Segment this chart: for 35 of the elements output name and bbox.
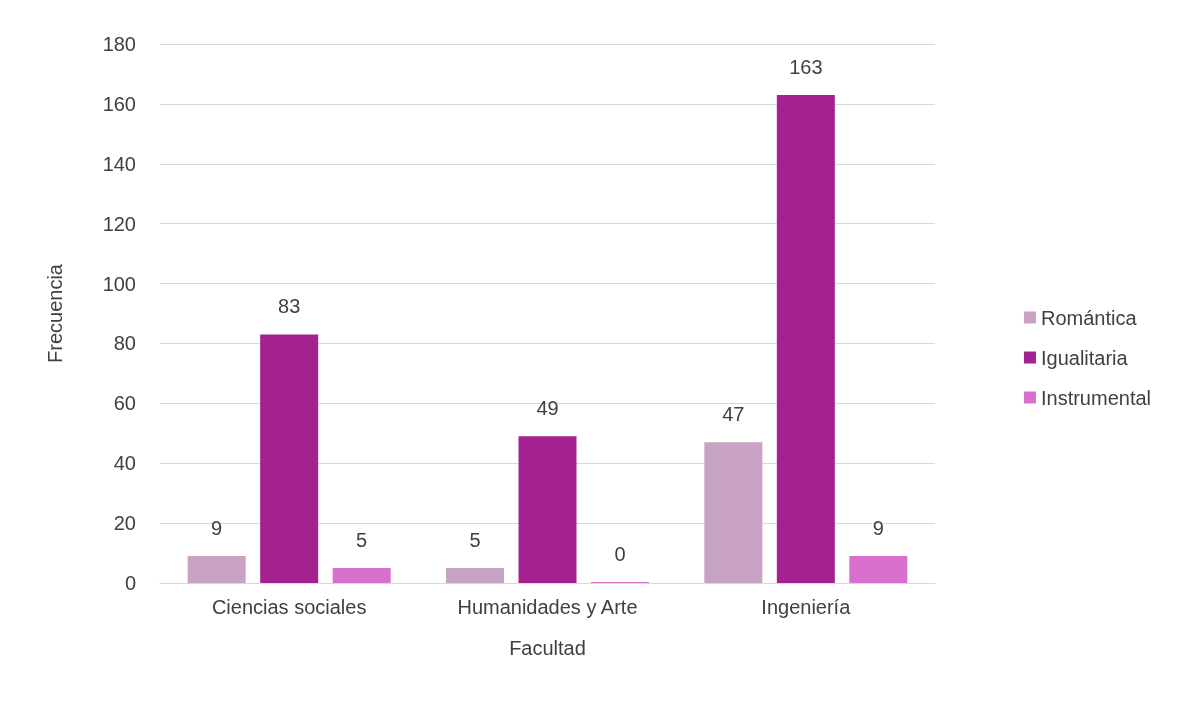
x-axis-title: Facultad xyxy=(509,637,586,659)
x-tick-label: Ingeniería xyxy=(761,596,852,618)
data-label: 163 xyxy=(789,55,823,78)
data-label: 47 xyxy=(722,403,745,426)
data-label: 9 xyxy=(211,517,223,540)
y-tick-label: 40 xyxy=(113,452,136,475)
bar xyxy=(332,568,391,583)
bar xyxy=(518,436,577,583)
bar xyxy=(776,94,835,583)
y-tick-label: 180 xyxy=(102,33,136,55)
legend-label: Igualitaria xyxy=(1040,346,1129,369)
data-label: 9 xyxy=(872,517,884,540)
y-tick-label: 0 xyxy=(124,572,136,594)
y-tick-label: 140 xyxy=(102,152,136,175)
y-axis-title: Frecuencia xyxy=(44,263,66,363)
legend-label: Instrumental xyxy=(1040,386,1152,409)
y-tick-label: 100 xyxy=(102,272,136,295)
data-label: 49 xyxy=(536,397,559,420)
y-tick-label: 60 xyxy=(113,392,136,415)
data-label: 83 xyxy=(278,295,301,318)
bar xyxy=(704,442,763,583)
bar xyxy=(260,334,319,583)
data-label: 0 xyxy=(614,543,626,565)
y-tick-label: 160 xyxy=(102,92,136,115)
y-tick-label: 20 xyxy=(113,512,136,535)
bar xyxy=(187,556,246,583)
x-tick-label: Ciencias sociales xyxy=(211,596,367,618)
legend-label: Romántica xyxy=(1040,306,1138,329)
y-tick-label: 120 xyxy=(102,212,136,235)
bar xyxy=(446,568,504,583)
x-tick-label: Humanidades y Arte xyxy=(457,596,638,618)
data-label: 5 xyxy=(469,529,481,552)
bar xyxy=(849,556,908,583)
y-tick-label: 80 xyxy=(113,332,136,355)
data-label: 5 xyxy=(356,529,368,552)
